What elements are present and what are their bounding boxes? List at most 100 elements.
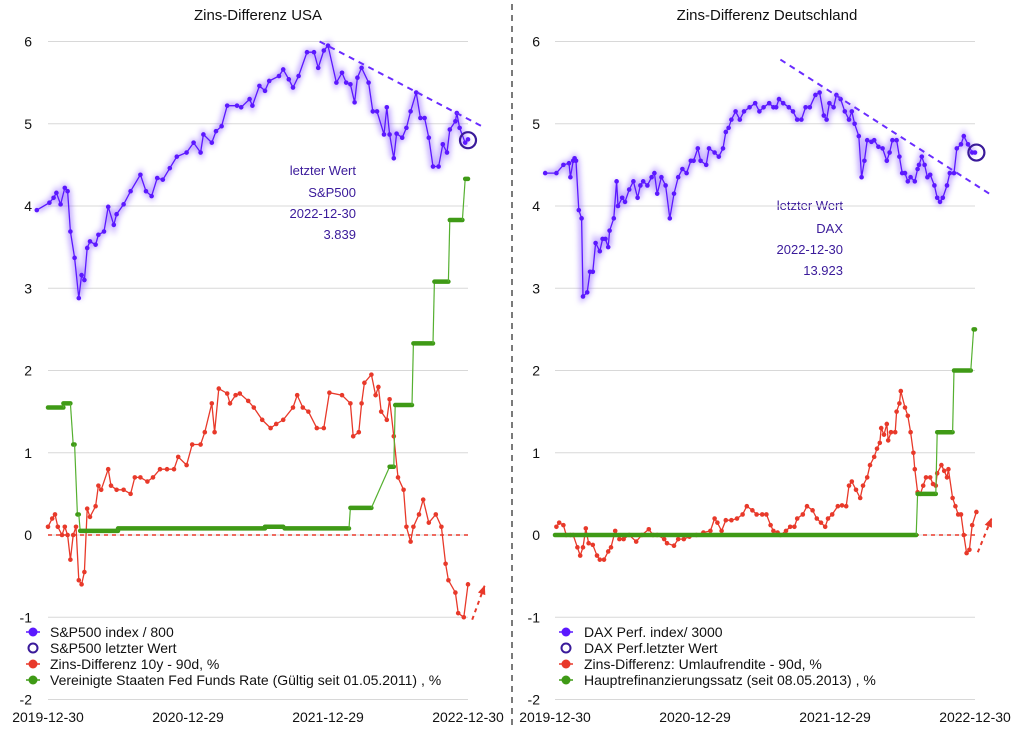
data-point (138, 172, 143, 178)
data-point (744, 503, 750, 509)
y-tick-label: 2 (532, 363, 540, 379)
data-point (605, 549, 611, 554)
data-point (294, 392, 300, 398)
data-point (871, 137, 877, 143)
data-point (580, 545, 586, 550)
data-point (902, 405, 908, 410)
data-point (825, 516, 831, 521)
data-point (671, 191, 677, 196)
data-point (355, 75, 360, 80)
data-point (612, 528, 618, 534)
data-point (664, 540, 670, 546)
data-point (128, 188, 133, 194)
data-point (128, 491, 133, 497)
plot-area: -2 -1 0 1 2 3 4 5 6 2019-12-30 2020-12-29 2021-12-2… (519, 34, 1011, 726)
legend: DAX Perf. index/ 3000 DAX Perf.letzter W… (559, 624, 876, 688)
data-point (87, 514, 93, 520)
arrow-head-icon (477, 585, 486, 596)
data-point (757, 109, 762, 114)
data-point (213, 128, 219, 134)
index-series (542, 87, 978, 304)
data-point (950, 495, 955, 501)
data-point (860, 483, 866, 488)
data-point (426, 135, 432, 141)
data-point (556, 520, 562, 525)
data-point (803, 105, 808, 110)
data-point (84, 506, 90, 511)
data-point (455, 610, 461, 616)
data-point (586, 540, 591, 546)
data-point (387, 132, 392, 137)
data-point (712, 516, 717, 521)
data-point (932, 183, 937, 188)
data-point (58, 202, 63, 207)
data-point (849, 109, 855, 114)
y-tick-label: 3 (532, 280, 540, 296)
data-point (920, 483, 926, 488)
data-point (846, 117, 852, 122)
data-point (384, 105, 390, 110)
data-point (631, 179, 636, 184)
data-point (212, 429, 217, 435)
data-point (946, 466, 951, 472)
data-point (822, 524, 828, 530)
legend-label-index: S&P500 index / 800 (50, 624, 174, 640)
data-point (911, 450, 916, 456)
data-point (422, 115, 427, 121)
y-tick-label: -2 (528, 692, 541, 708)
data-point (761, 105, 766, 110)
data-point (787, 524, 793, 530)
index-line (545, 91, 975, 299)
data-point (82, 569, 87, 575)
data-point (663, 183, 668, 188)
data-point (370, 109, 376, 114)
data-point (723, 129, 729, 135)
last-value-marker (967, 143, 986, 162)
data-point (846, 483, 852, 488)
data-point (453, 118, 458, 124)
y-tick-label: 2 (24, 363, 32, 379)
data-point (304, 49, 310, 55)
data-point (597, 248, 603, 254)
data-point (940, 195, 946, 201)
x-tick-label: 2020-12-29 (659, 709, 731, 725)
data-point (52, 512, 58, 517)
data-point (171, 466, 177, 472)
data-point (250, 103, 255, 108)
data-point (635, 195, 640, 201)
data-point (768, 522, 773, 528)
y-tick-label: -1 (20, 609, 33, 625)
data-point (817, 90, 822, 95)
data-point (321, 425, 327, 431)
chart-title: Zins-Differenz USA (194, 7, 322, 24)
data-point (752, 100, 758, 106)
data-point (640, 179, 646, 184)
data-point (720, 146, 726, 151)
data-point (615, 203, 621, 209)
data-point (958, 142, 964, 147)
data-point (145, 479, 150, 484)
index-series (34, 39, 471, 301)
data-point (45, 524, 51, 530)
data-point (675, 174, 681, 180)
data-point (219, 123, 224, 129)
rate-connector (432, 281, 435, 344)
data-point (82, 277, 87, 283)
data-point (576, 207, 582, 213)
data-point (384, 417, 390, 423)
data-point (381, 132, 387, 137)
data-point (369, 372, 374, 377)
data-point (605, 244, 611, 250)
data-point (362, 380, 367, 386)
data-point (411, 524, 416, 530)
data-point (927, 172, 933, 178)
panel-usa: Zins-Differenz USA S&P500 index / 800 S&… (12, 7, 504, 725)
data-point (198, 150, 203, 155)
data-point (79, 272, 84, 278)
data-point (912, 179, 918, 184)
data-point (174, 154, 180, 159)
x-tick-label: 2020-12-29 (152, 709, 224, 725)
data-point (922, 162, 927, 168)
index-glow (545, 87, 975, 304)
data-point (607, 228, 612, 233)
